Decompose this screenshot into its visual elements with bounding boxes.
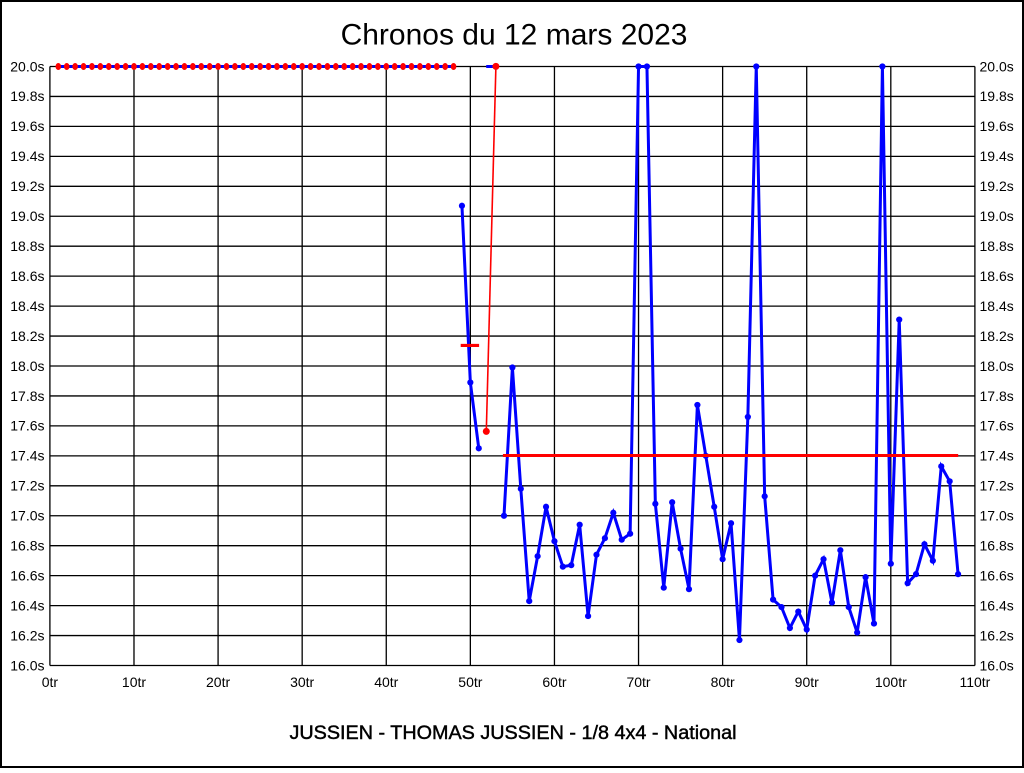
svg-text:18.4s: 18.4s [10, 298, 44, 314]
svg-text:17.4s: 17.4s [10, 448, 44, 464]
svg-text:80tr: 80tr [711, 674, 735, 690]
svg-text:50tr: 50tr [458, 674, 482, 690]
svg-text:19.6s: 19.6s [10, 118, 44, 134]
svg-text:16.6s: 16.6s [980, 567, 1014, 583]
svg-text:60tr: 60tr [542, 674, 566, 690]
svg-text:18.6s: 18.6s [980, 268, 1014, 284]
svg-text:Chronos du 12 mars 2023: Chronos du 12 mars 2023 [341, 19, 688, 52]
svg-text:19.2s: 19.2s [980, 178, 1014, 194]
svg-text:18.0s: 18.0s [980, 358, 1014, 374]
svg-text:18.4s: 18.4s [980, 298, 1014, 314]
svg-text:17.6s: 17.6s [980, 418, 1014, 434]
svg-text:16.6s: 16.6s [10, 567, 44, 583]
svg-text:70tr: 70tr [626, 674, 650, 690]
svg-text:20tr: 20tr [206, 674, 230, 690]
svg-text:17.0s: 17.0s [980, 508, 1014, 524]
svg-text:16.8s: 16.8s [10, 538, 44, 554]
svg-text:10tr: 10tr [122, 674, 146, 690]
svg-text:16.2s: 16.2s [980, 627, 1014, 643]
svg-text:20.0s: 20.0s [980, 58, 1014, 74]
svg-text:16.4s: 16.4s [980, 597, 1014, 613]
svg-text:16.0s: 16.0s [980, 657, 1014, 673]
svg-text:17.8s: 17.8s [10, 388, 44, 404]
svg-text:16.8s: 16.8s [980, 538, 1014, 554]
svg-text:JUSSIEN - THOMAS JUSSIEN - 1/8: JUSSIEN - THOMAS JUSSIEN - 1/8 4x4 - Nat… [289, 722, 736, 744]
svg-text:19.8s: 19.8s [980, 88, 1014, 104]
svg-text:30tr: 30tr [290, 674, 314, 690]
svg-text:100tr: 100tr [875, 674, 907, 690]
svg-text:17.6s: 17.6s [10, 418, 44, 434]
svg-text:16.0s: 16.0s [10, 657, 44, 673]
svg-text:90tr: 90tr [795, 674, 819, 690]
svg-text:40tr: 40tr [374, 674, 398, 690]
svg-text:19.2s: 19.2s [10, 178, 44, 194]
svg-text:16.4s: 16.4s [10, 597, 44, 613]
svg-text:18.6s: 18.6s [10, 268, 44, 284]
svg-text:19.8s: 19.8s [10, 88, 44, 104]
svg-text:110tr: 110tr [959, 674, 990, 690]
svg-text:18.8s: 18.8s [10, 238, 44, 254]
svg-text:19.0s: 19.0s [10, 208, 44, 224]
svg-text:19.6s: 19.6s [980, 118, 1014, 134]
svg-text:20.0s: 20.0s [10, 58, 44, 74]
svg-text:19.4s: 19.4s [980, 148, 1014, 164]
svg-text:16.2s: 16.2s [10, 627, 44, 643]
svg-text:0tr: 0tr [42, 674, 59, 690]
svg-text:17.0s: 17.0s [10, 508, 44, 524]
svg-text:17.2s: 17.2s [980, 478, 1014, 494]
svg-text:19.0s: 19.0s [980, 208, 1014, 224]
svg-text:18.2s: 18.2s [10, 328, 44, 344]
svg-text:17.2s: 17.2s [10, 478, 44, 494]
svg-text:18.0s: 18.0s [10, 358, 44, 374]
svg-text:17.4s: 17.4s [980, 448, 1014, 464]
svg-text:19.4s: 19.4s [10, 148, 44, 164]
svg-text:18.8s: 18.8s [980, 238, 1014, 254]
svg-text:17.8s: 17.8s [980, 388, 1014, 404]
svg-text:18.2s: 18.2s [980, 328, 1014, 344]
